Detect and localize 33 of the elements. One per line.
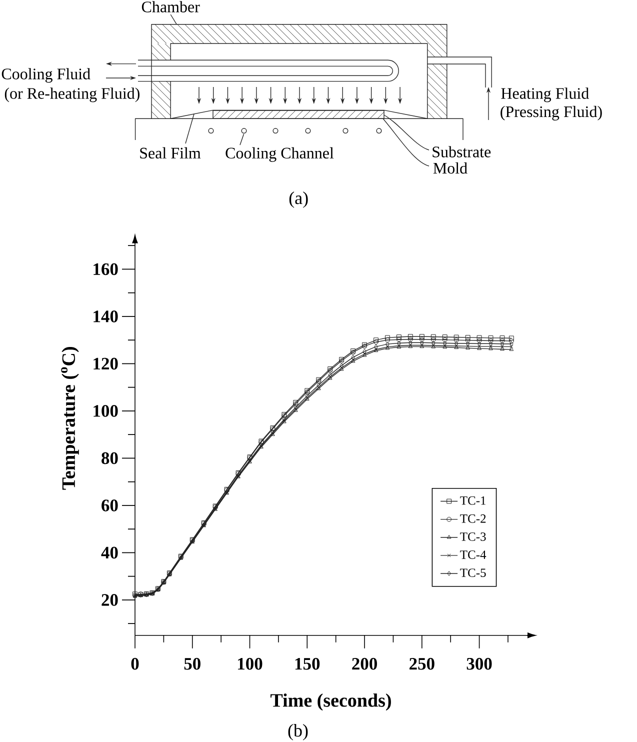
- x-tick-label: 150: [295, 658, 320, 670]
- text: (or Re-heating Fluid): [4, 88, 140, 102]
- text: Heating Fluid: [501, 88, 589, 102]
- legend-label: TC-5: [460, 568, 486, 577]
- text: (Pressing Fluid): [500, 106, 602, 120]
- text: Mold: [433, 162, 468, 174]
- x-tick-label: 0: [131, 658, 139, 670]
- legend-label: TC-2: [460, 514, 486, 523]
- x-tick-label: 300: [466, 658, 492, 670]
- y-axis-title: Temperature ($^{o}$C): [61, 347, 79, 490]
- text: (a): [289, 192, 308, 208]
- x-tick-label: 250: [410, 658, 434, 670]
- text: Cooling Channel: [226, 147, 334, 162]
- y-tick-label: 80: [102, 452, 118, 464]
- text: Substrate: [432, 146, 491, 158]
- legend-label: TC-1: [460, 496, 486, 505]
- x-tick-label: 100: [238, 658, 262, 670]
- y-tick-label: 40: [101, 546, 118, 559]
- y-tick-label: 120: [94, 358, 118, 370]
- y-tick-label: 140: [94, 310, 118, 322]
- text: Seal Film: [140, 147, 201, 159]
- x-axis-title: Time (seconds): [270, 693, 391, 711]
- text: (b): [288, 724, 308, 740]
- text: Chamber: [142, 1, 200, 12]
- y-tick-label: 60: [102, 500, 118, 512]
- legend-label: TC-3: [460, 532, 486, 541]
- y-tick-label: 100: [94, 405, 118, 417]
- y-tick-label: 20: [102, 594, 118, 606]
- legend-label: TC-4: [460, 550, 486, 559]
- x-tick-label: 200: [352, 658, 377, 670]
- y-tick-label: 160: [94, 263, 118, 276]
- text: Cooling Fluid: [2, 68, 90, 83]
- x-tick-label: 50: [184, 658, 200, 670]
